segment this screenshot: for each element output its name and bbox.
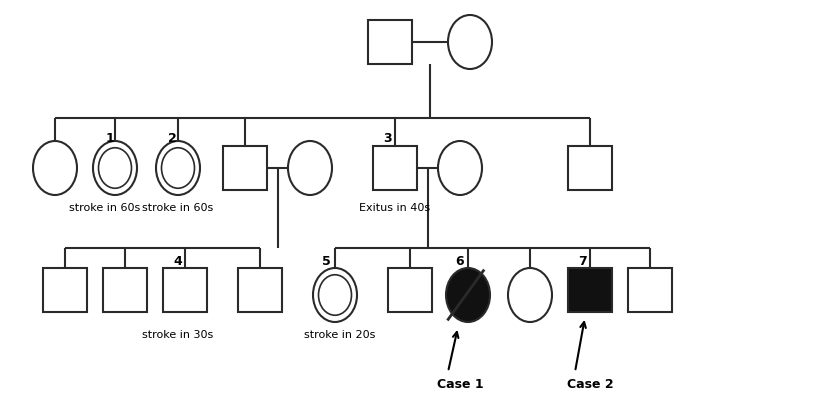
Text: 4: 4: [173, 255, 182, 268]
Bar: [223, 146, 267, 190]
Text: 1: 1: [106, 132, 115, 145]
Bar: [568, 268, 612, 312]
Ellipse shape: [33, 141, 77, 195]
Bar: [103, 268, 147, 312]
Bar: [628, 268, 672, 312]
Text: stroke in 30s: stroke in 30s: [143, 330, 213, 340]
Text: stroke in 60s: stroke in 60s: [70, 203, 140, 213]
Text: 2: 2: [168, 132, 177, 145]
Ellipse shape: [156, 141, 200, 195]
Text: Exitus in 40s: Exitus in 40s: [359, 203, 431, 213]
Text: 3: 3: [383, 132, 392, 145]
Ellipse shape: [438, 141, 482, 195]
Bar: [368, 20, 412, 64]
Bar: [568, 146, 612, 190]
Bar: [373, 146, 417, 190]
Ellipse shape: [448, 15, 492, 69]
Text: 6: 6: [455, 255, 464, 268]
Bar: [163, 268, 207, 312]
Text: Case 2: Case 2: [567, 379, 613, 391]
Ellipse shape: [508, 268, 552, 322]
Ellipse shape: [288, 141, 332, 195]
Text: 5: 5: [322, 255, 330, 268]
Text: 7: 7: [578, 255, 587, 268]
Ellipse shape: [313, 268, 357, 322]
Bar: [388, 268, 432, 312]
Bar: [43, 268, 87, 312]
Bar: [238, 268, 282, 312]
Ellipse shape: [446, 268, 490, 322]
Text: Case 1: Case 1: [437, 379, 483, 391]
Ellipse shape: [93, 141, 137, 195]
Text: stroke in 60s: stroke in 60s: [143, 203, 213, 213]
Text: stroke in 20s: stroke in 20s: [305, 330, 376, 340]
